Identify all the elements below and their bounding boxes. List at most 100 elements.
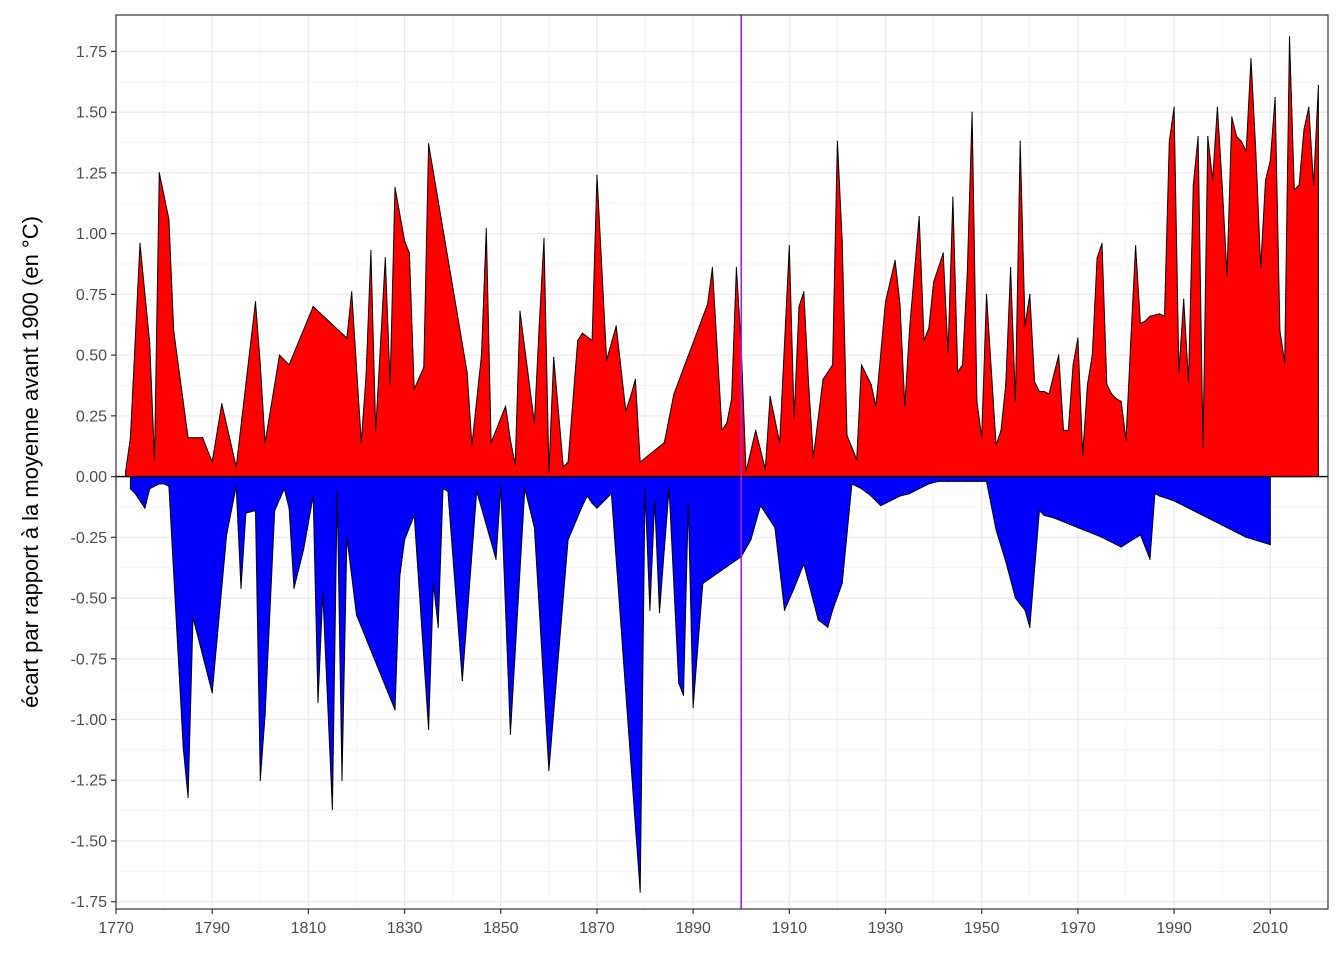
negative-data-point [355,614,358,616]
negative-data-point [1221,524,1223,526]
positive-data-point [1197,135,1199,138]
positive-data-point [1264,179,1267,181]
positive-data-point [375,429,377,431]
positive-data-point [1159,313,1161,315]
positive-data-point [707,303,709,305]
negative-data-point [668,488,670,490]
negative-data-point [663,548,665,551]
negative-data-point [687,502,689,504]
y-tick-label: 1.75 [76,44,107,61]
negative-data-point [533,527,536,529]
positive-data-point [1192,184,1194,186]
positive-data-point [812,456,815,458]
y-tick-label: 0.25 [76,408,107,425]
positive-data-point [711,267,714,269]
positive-data-point [139,242,141,244]
positive-data-point [904,405,906,407]
positive-data-point [221,403,223,405]
y-tick-label: -1.75 [71,894,108,911]
negative-data-point [1024,609,1026,611]
negative-data-point [235,485,237,487]
positive-data-point [533,422,536,424]
positive-data-point [957,371,959,373]
positive-data-point [1091,354,1093,356]
anomaly-areas [125,36,1319,893]
positive-data-point [1260,267,1262,269]
positive-data-point [779,442,781,444]
positive-data-point [538,325,540,327]
positive-data-point [860,364,863,366]
positive-data-point [404,240,406,242]
positive-data-point [721,429,723,431]
positive-data-point [634,378,637,380]
negative-data-point [1029,626,1031,628]
negative-data-point [880,505,882,507]
negative-data-point [182,748,184,750]
positive-data-point [1062,429,1065,431]
positive-data-point [894,259,896,261]
positive-data-point [966,271,968,274]
negative-data-point [649,609,651,611]
negative-data-point [245,512,247,514]
positive-data-point [1207,135,1209,138]
positive-data-point [1173,106,1175,108]
x-tick-label: 1850 [483,920,519,937]
positive-data-point [918,216,920,218]
negative-data-point [678,682,680,684]
positive-data-point [1120,400,1122,402]
positive-data-point [1226,274,1228,276]
positive-data-point [1250,58,1252,60]
negative-data-point [336,490,338,492]
positive-anomaly-area [125,36,1319,478]
positive-data-point [1139,322,1141,325]
positive-data-point [875,405,877,407]
negative-data-point [211,692,213,694]
positive-data-point [1236,135,1238,138]
positive-data-point [942,252,944,254]
negative-data-point [312,495,314,497]
negative-data-point [1269,544,1271,546]
negative-data-point [1149,558,1151,560]
positive-data-point [726,422,728,424]
x-tick-label: 1910 [772,920,808,937]
negative-data-point [928,483,930,485]
positive-data-point [187,437,189,439]
negative-data-point [957,480,959,482]
negative-data-point [192,616,194,619]
positive-data-point [769,395,771,397]
positive-data-point [1086,383,1089,385]
positive-data-point [808,383,810,385]
negative-data-point [331,808,333,811]
positive-data-point [466,371,468,373]
positive-data-point [1106,383,1108,385]
negative-data-point [774,527,776,529]
negative-data-point [548,769,550,772]
negative-data-point [909,493,911,495]
negative-data-point [976,480,978,482]
negative-data-point [509,733,511,735]
positive-data-point [129,437,131,439]
positive-data-point [884,301,887,303]
positive-data-point [856,459,858,461]
negative-data-point [639,891,641,893]
positive-data-point [394,186,396,189]
positive-data-point [490,442,492,444]
positive-data-point [1058,354,1060,356]
positive-data-point [1096,257,1098,259]
negative-data-point [240,587,242,589]
positive-data-point [952,196,954,198]
negative-data-point [692,706,694,709]
negative-data-point [658,612,661,614]
positive-data-point [822,378,824,380]
positive-data-point [630,395,632,397]
negative-data-point [524,488,526,490]
negative-data-point [293,587,295,589]
negative-data-point [413,514,415,517]
positive-data-point [1082,454,1084,456]
positive-data-point [591,339,593,342]
negative-data-point [442,488,444,490]
positive-data-point [1019,140,1021,142]
negative-data-point [750,539,752,541]
positive-data-point [1187,381,1190,383]
